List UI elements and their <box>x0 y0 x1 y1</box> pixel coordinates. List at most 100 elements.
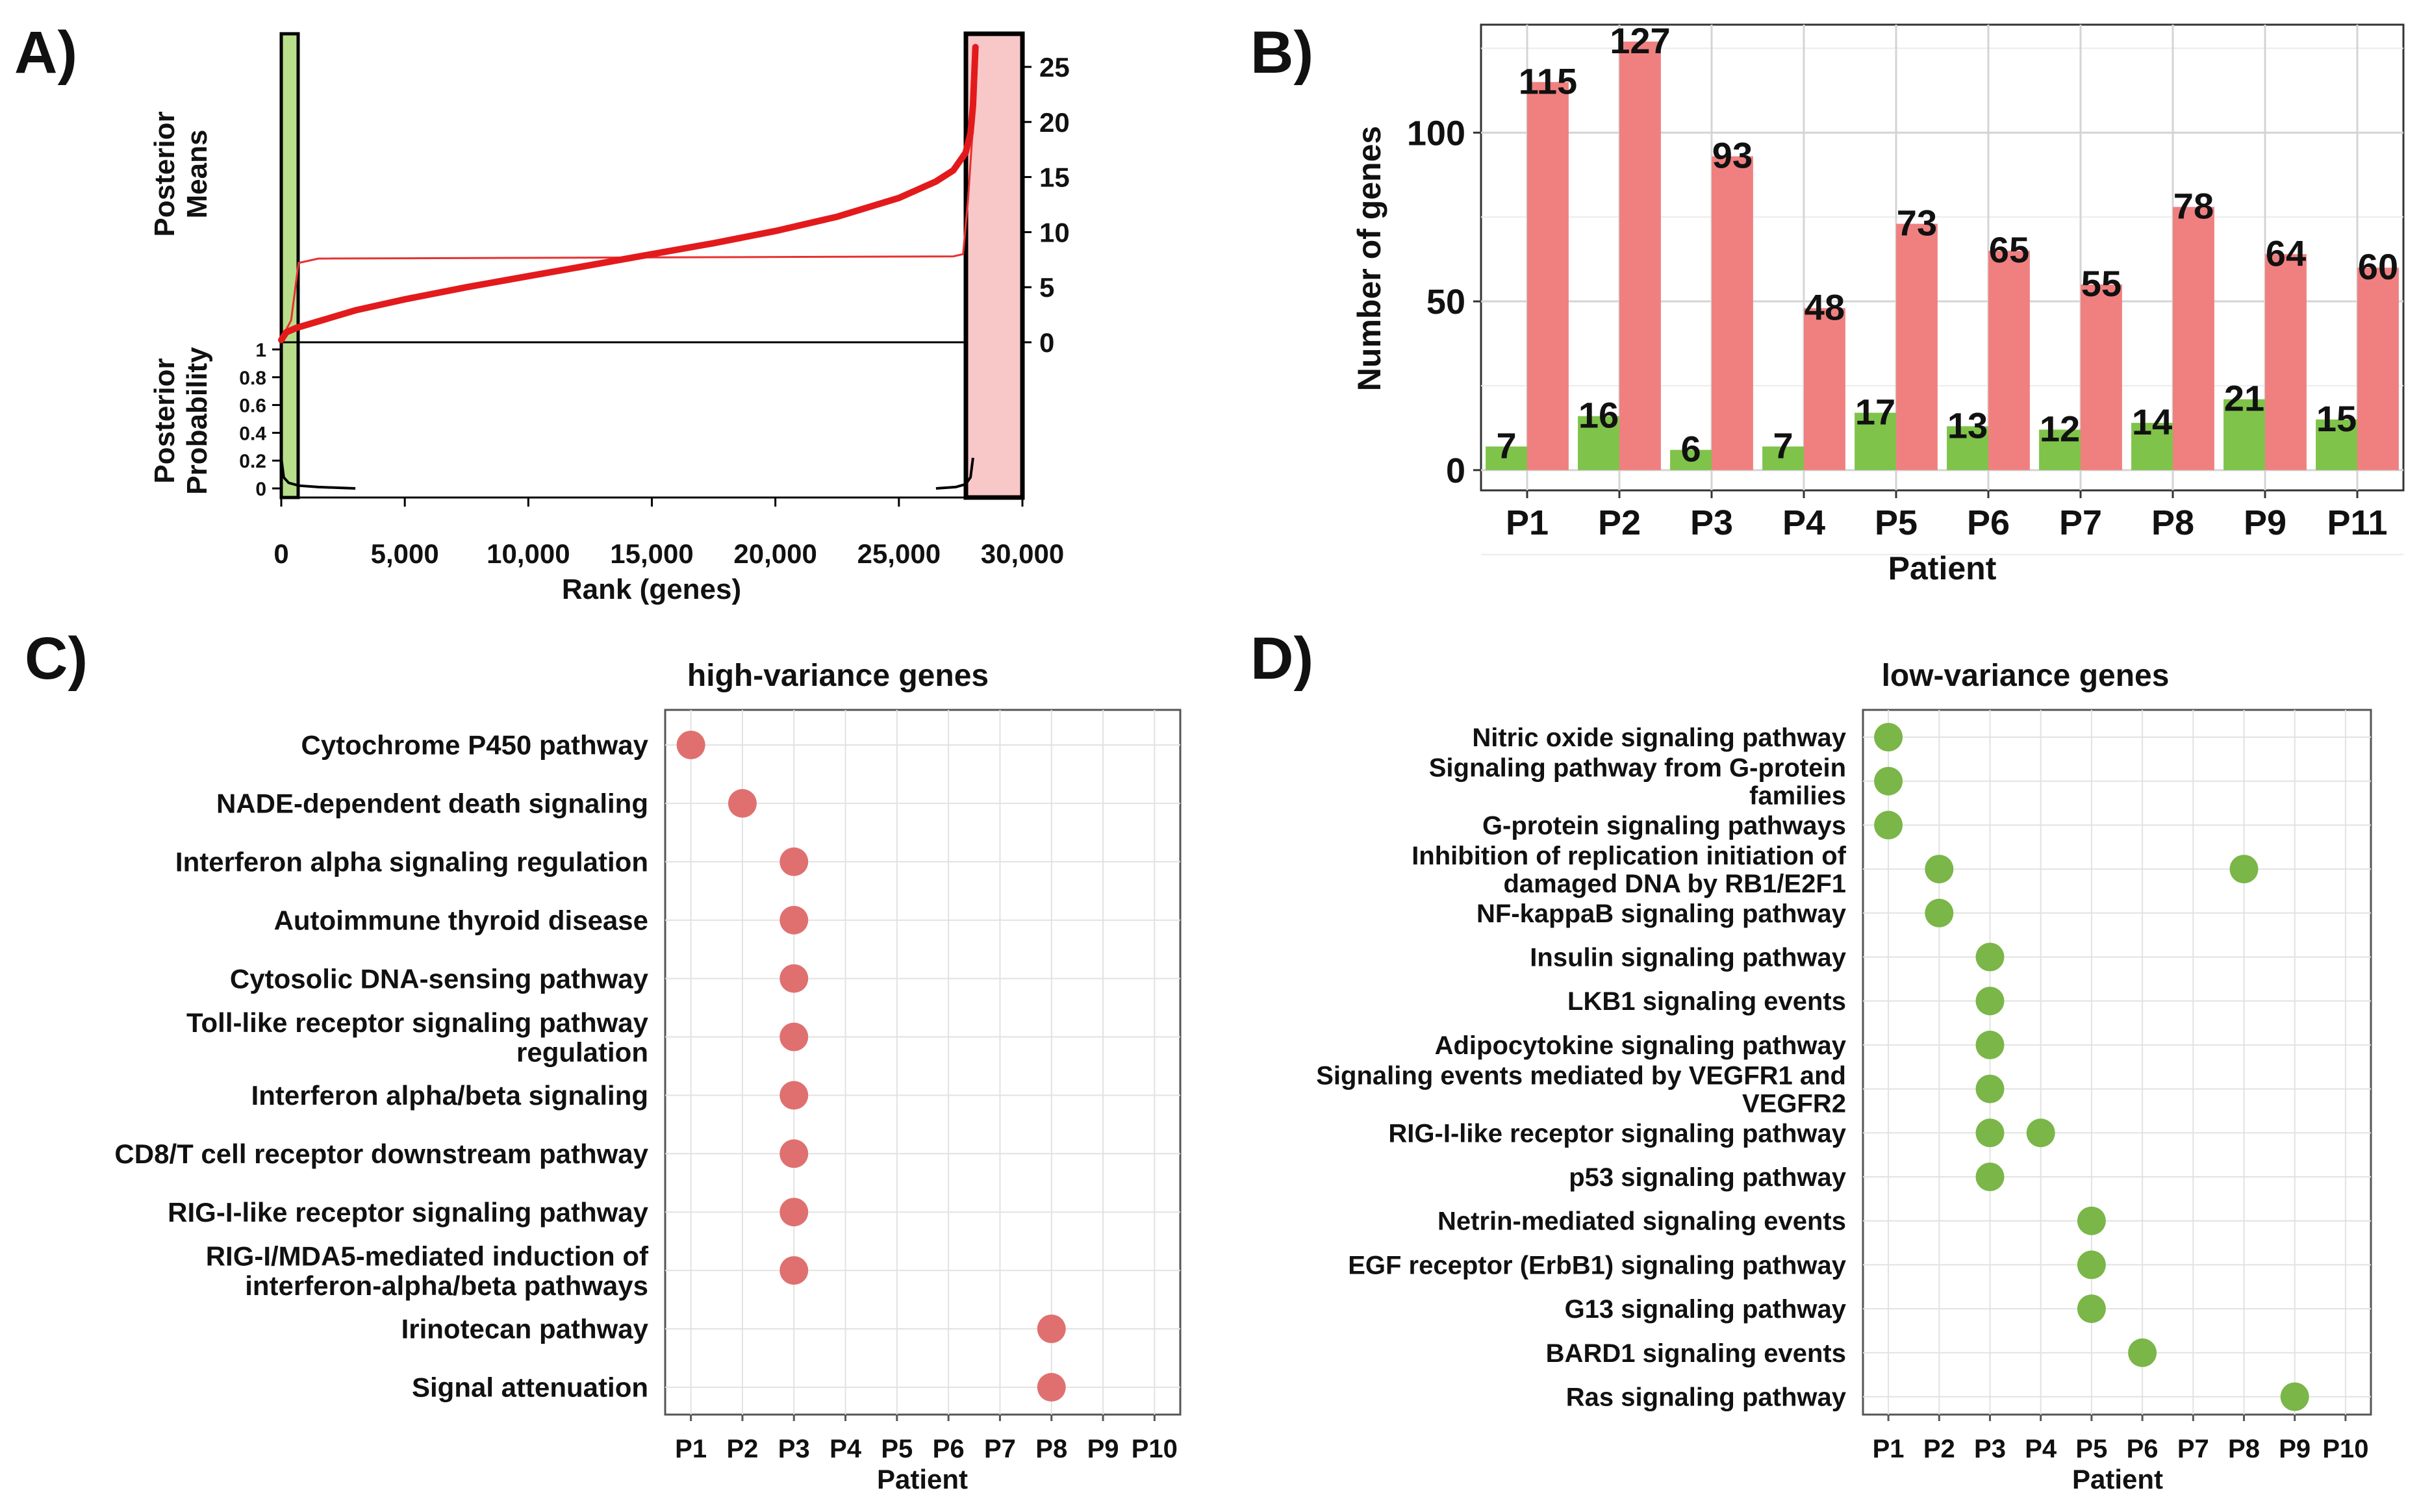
y-ticks-left: 1 0.8 0.6 0.4 0.2 0 <box>239 340 281 500</box>
y-ticks: 0 50 100 <box>1407 114 1481 490</box>
x-tick-label: 25,000 <box>857 538 941 569</box>
point <box>2077 1206 2106 1235</box>
y-ticks-right: 25 20 15 10 5 0 <box>1022 52 1070 358</box>
y-tick-label: 15 <box>1039 162 1070 193</box>
pathway-label: RIG-I/MDA5-mediated induction of interfer… <box>206 1241 649 1301</box>
pathway-label-line: NADE-dependent death signaling <box>216 788 648 819</box>
pathway-label: Toll-like receptor signaling pathway regu… <box>186 1007 649 1067</box>
x-tick-label: P9 <box>2244 503 2286 542</box>
points <box>676 731 1066 1402</box>
pathway-label-line: Toll-like receptor signaling pathway <box>186 1007 649 1038</box>
point <box>779 964 809 993</box>
pathway-label-line: Irinotecan pathway <box>401 1314 649 1344</box>
x-tick-label: P6 <box>933 1435 965 1463</box>
pathway-label: G-protein signaling pathways <box>1482 811 1846 840</box>
bar <box>1804 308 1845 470</box>
bottom-ylabel-line-2: Probability <box>181 347 213 495</box>
pathway-label: Insulin signaling pathway <box>1530 944 1846 972</box>
top-ylabel-line-2: Means <box>181 130 213 219</box>
point <box>1975 1030 2005 1059</box>
x-tick-label: P6 <box>2127 1435 2159 1463</box>
panel-a-chart: 0 5,000 10,000 15,000 20,000 25,000 30,000 252… <box>149 31 1070 605</box>
data-label: 73 <box>1897 203 1937 244</box>
point <box>676 731 705 759</box>
point <box>1874 723 1903 751</box>
plot-background <box>1862 709 2372 1416</box>
data-label: 14 <box>2132 401 2172 442</box>
y-tick-label: 0 <box>1039 327 1054 358</box>
low-variance-region <box>279 32 300 499</box>
data-label: 16 <box>1578 395 1619 436</box>
x-tick-label: P11 <box>2327 503 2387 542</box>
pathway-label: Interferon alpha signaling regulation <box>175 847 648 877</box>
pathway-label-line: EGF receptor (ErbB1) signaling pathway <box>1348 1251 1847 1279</box>
x-axis-label: Rank (genes) <box>562 573 741 605</box>
bar <box>2223 399 2265 470</box>
posterior-means-line <box>278 44 979 344</box>
pathway-label: Inhibition of replication initiation of d… <box>1412 842 1846 898</box>
x-axis-label: Patient <box>877 1464 968 1494</box>
panel-label-c: C) <box>25 625 88 692</box>
pathway-label: Cytochrome P450 pathway <box>301 730 648 761</box>
data-label: 65 <box>1989 229 2029 270</box>
point <box>779 1256 809 1285</box>
pathway-labels: Nitric oxide signaling pathwaySignaling … <box>1316 724 1847 1412</box>
y-tick-label: 0.4 <box>239 423 266 444</box>
y-tick-label: 25 <box>1039 52 1070 82</box>
pathway-label-line: families <box>1749 782 1846 811</box>
point <box>1975 1163 2005 1191</box>
pathway-label-line: regulation <box>516 1037 648 1067</box>
bar <box>2131 423 2173 470</box>
pathway-label: EGF receptor (ErbB1) signaling pathway <box>1348 1251 1847 1279</box>
x-tick-label: P4 <box>1782 503 1825 542</box>
point <box>1925 898 1954 927</box>
data-label: 60 <box>2358 246 2398 287</box>
pathway-label-line: Autoimmune thyroid disease <box>274 905 648 935</box>
point <box>779 1022 809 1052</box>
x-tick-label: P3 <box>1690 503 1733 542</box>
point <box>2026 1118 2055 1148</box>
chart-title: low-variance genes <box>1882 659 2170 693</box>
x-tick-label: P8 <box>2228 1435 2260 1463</box>
x-tick-label: P2 <box>1923 1435 1955 1463</box>
x-tick-label: P8 <box>2151 503 2194 542</box>
point <box>1925 855 1954 884</box>
pathway-label-line: Nitric oxide signaling pathway <box>1472 724 1846 752</box>
panel-label-a: A) <box>14 19 77 86</box>
x-tick-label: P5 <box>1875 503 1918 542</box>
y-tick-label: 10 <box>1039 217 1070 247</box>
chart-title: high-variance genes <box>687 659 989 693</box>
bar <box>1619 41 1661 470</box>
pathway-label: Signaling events mediated by VEGFR1 and V… <box>1316 1061 1846 1118</box>
bar <box>1527 82 1569 470</box>
point <box>2128 1338 2157 1367</box>
pathway-labels: Cytochrome P450 pathway NADE-dependent de… <box>114 730 649 1403</box>
x-ticks: P1 P2 P3 P4 P5 P6 P7 P8 P9 P10 <box>1873 1415 2368 1463</box>
point <box>779 1139 809 1168</box>
x-tick-label: 20,000 <box>733 538 817 569</box>
x-ticks: P1 P2 P3 P4 P5 P6 P7 P8 P9 P11 <box>1506 490 2388 542</box>
data-label: 17 <box>1855 392 1895 433</box>
pathway-label-line: Inhibition of replication initiation of <box>1412 842 1846 870</box>
pathway-label: CD8/T cell receptor downstream pathway <box>114 1139 648 1169</box>
x-tick-label: P2 <box>726 1435 758 1463</box>
pathway-label-line: Adipocytokine signaling pathway <box>1435 1031 1847 1060</box>
data-label: 7 <box>1496 425 1516 466</box>
data-label: 7 <box>1773 425 1793 466</box>
bottom-ylabel-line-1: Posterior <box>149 358 181 483</box>
point <box>1037 1372 1066 1402</box>
pathway-label: Signal attenuation <box>412 1372 648 1403</box>
x-tick-label: P2 <box>1598 503 1641 542</box>
pathway-label-line: Cytochrome P450 pathway <box>301 730 648 761</box>
data-labels: 7 115 16 127 6 93 7 48 17 73 13 65 12 55 14 78 21 64 15 60 <box>1496 20 2398 470</box>
x-tick-label: P9 <box>2279 1435 2311 1463</box>
x-tick-label: P7 <box>2059 503 2102 542</box>
pathway-label-line: Signaling pathway from G-protein <box>1429 754 1846 783</box>
pathway-label: Nitric oxide signaling pathway <box>1472 724 1846 752</box>
x-tick-label: 30,000 <box>981 538 1064 569</box>
bar <box>2081 284 2122 470</box>
point <box>779 1081 809 1110</box>
bars <box>1486 41 2399 470</box>
panel-c-chart: high-variance genes Cytochrome P450 path… <box>114 659 1182 1494</box>
bar <box>1947 426 1988 470</box>
